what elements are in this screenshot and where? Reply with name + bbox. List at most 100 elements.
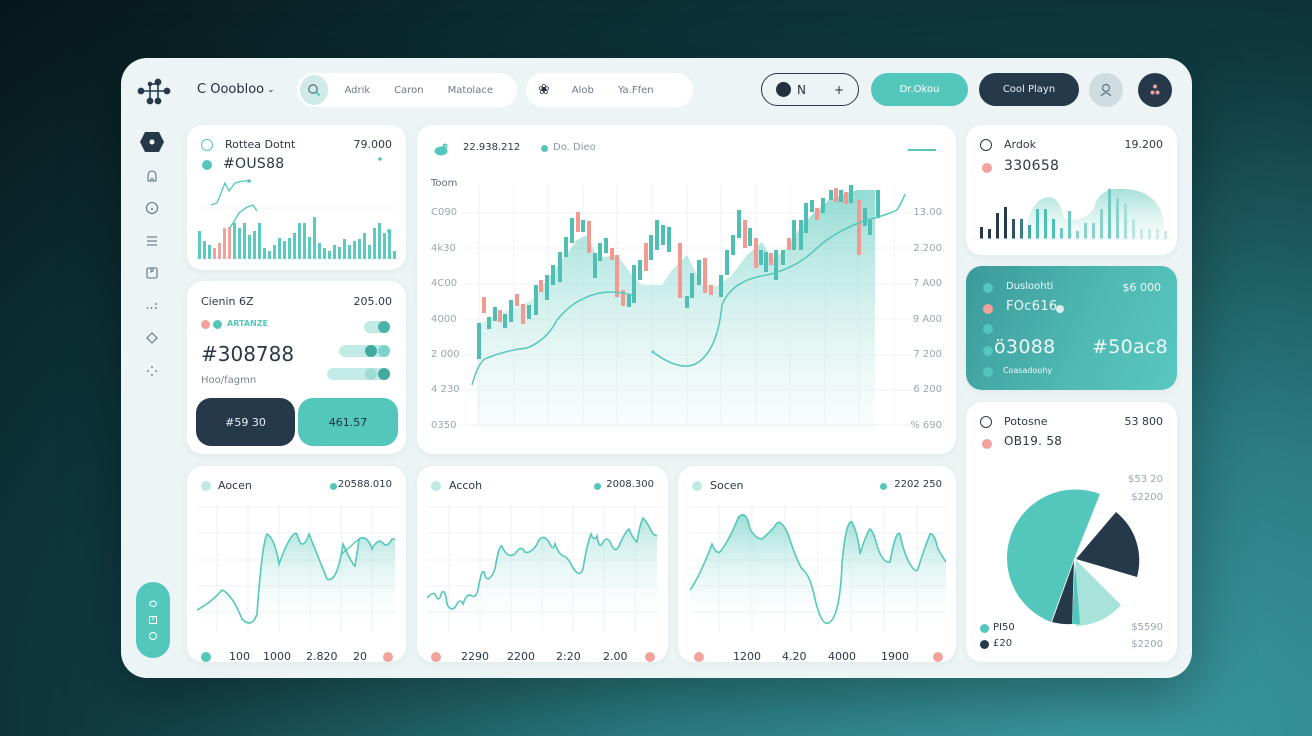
big-value-left: ö3088 [994, 336, 1056, 358]
sidebar-item-history[interactable] [139, 197, 165, 219]
coral-dot-icon [645, 652, 655, 662]
coral-dot-icon [983, 304, 993, 314]
new-item-button[interactable]: N + [761, 73, 859, 106]
slider-3-knob-b[interactable] [378, 368, 390, 380]
knot-icon[interactable]: ❀ [538, 82, 550, 98]
nav-item-alob[interactable]: Alob [571, 84, 594, 96]
x-tick: 2200 [507, 650, 535, 662]
bookmark-icon [146, 267, 158, 279]
card-ardok[interactable]: Ardok 19.200 330658 [966, 125, 1177, 255]
card-aocen[interactable]: Aocen 20588.010 100 1000 2.820 20 [187, 466, 406, 662]
app-logo-icon[interactable] [137, 76, 171, 106]
nav-item-yaffen[interactable]: Ya.Ffen [617, 84, 654, 96]
profile-avatar[interactable] [1089, 73, 1123, 107]
card-value: 19.200 [1124, 138, 1164, 151]
card-value: $6 000 [1122, 281, 1162, 294]
sidebar-item-list[interactable] [139, 230, 165, 252]
card-value: 2202 250 [894, 479, 942, 490]
notifications-button[interactable] [1138, 73, 1172, 107]
coral-dot-icon [431, 652, 441, 662]
y2-tick: 9 A00 [912, 314, 942, 325]
teal-dot-icon [983, 346, 993, 356]
area-chart [197, 504, 397, 632]
user-icon [1100, 83, 1112, 97]
card-accoh[interactable]: Accoh 2008.300 2290 2200 2:20 2.00 [417, 466, 668, 662]
target-icon [147, 365, 157, 376]
big-value-right: #50ac8 [1092, 336, 1169, 358]
y-tick: C090 [431, 207, 458, 218]
plus-icon: + [833, 82, 844, 97]
side-value: $2200 [1131, 639, 1163, 650]
card-socen[interactable]: Socen 2202 250 1200 4.20 4000 1900 [678, 466, 956, 662]
nav-item-caron[interactable]: Caron [394, 84, 424, 96]
nav-group-secondary: ❀ Alob Ya.Ffen [526, 73, 693, 107]
legend-dot-icon [201, 481, 211, 491]
x-tick: 2:20 [556, 650, 581, 662]
x-tick: 4000 [828, 650, 856, 662]
x-tick: 2.820 [306, 650, 338, 662]
card-value: 53 800 [1124, 415, 1164, 428]
card-title: Ardok [1004, 138, 1036, 151]
amount-button-teal[interactable]: 461.57 [298, 398, 398, 446]
slider-2-knob[interactable] [365, 345, 377, 357]
big-value: #308788 [201, 342, 295, 366]
card-cienin[interactable]: Cienin 6Z 205.00 ARTANZE #308788 Hoo/fag… [187, 281, 406, 454]
calendar-icon[interactable] [148, 615, 158, 625]
shape-icon[interactable] [148, 599, 158, 609]
x-tick: 1900 [881, 650, 909, 662]
collapse-handle[interactable] [908, 149, 936, 151]
coral-dot-icon [694, 652, 704, 662]
y-tick: 4 230 [431, 384, 460, 395]
teal-dot-icon [983, 324, 993, 334]
sidebar-item-tags[interactable] [139, 327, 165, 349]
legend-dot-icon [692, 481, 702, 491]
chevron-down-icon: ⌄ [267, 84, 275, 95]
card-title: Potosne [1004, 415, 1048, 428]
teal-dot-icon [201, 652, 211, 662]
coral-dot-icon [933, 652, 943, 662]
card-rottea-dotnt[interactable]: Rottea Dotnt 79.000 #OUS88 [187, 125, 406, 270]
legend-label: PI50 [993, 622, 1015, 633]
sidebar-item-home[interactable] [139, 130, 165, 154]
value-dot-icon [594, 483, 601, 490]
card-value: 20588.010 [337, 479, 392, 490]
slider-3-knob[interactable] [365, 368, 377, 380]
y2-tick: 2.200 [913, 243, 942, 254]
card-main-chart[interactable]: 22.938.212 Do. Dieo Toom C090 4k30 4C00 … [417, 125, 956, 454]
amount-button-dark[interactable]: #59 30 [196, 398, 295, 446]
slider-1-knob[interactable] [378, 321, 390, 333]
workspace-switcher[interactable]: C Ooobloo ⌄ [197, 82, 275, 97]
status-dot-icon [1056, 305, 1064, 313]
y-tick: 2 000 [431, 349, 460, 360]
card-potosne[interactable]: Potosne 53 800 OB19. 58 $53 20 $2200 PI5… [966, 402, 1177, 662]
dashboard-window: C Ooobloo ⌄ Adrik Caron Matolace ❀ Alob … [121, 58, 1192, 678]
search-button[interactable] [300, 75, 329, 105]
slider-2-knob-b[interactable] [378, 345, 390, 357]
card-title: Socen [710, 479, 744, 492]
slider-2[interactable] [339, 345, 390, 357]
side-value: $53 20 [1128, 474, 1163, 485]
y-tick: 4000 [431, 314, 457, 325]
sidebar-item-saved[interactable] [139, 262, 165, 284]
search-icon [308, 84, 321, 97]
sidebar-item-focus[interactable] [139, 360, 165, 382]
secondary-action-button[interactable]: Cool Playn [979, 73, 1079, 106]
card-title: Dusloohti [1006, 281, 1054, 292]
circle-icon[interactable] [148, 631, 158, 641]
caption: Hoo/fagmn [201, 375, 257, 386]
sidebar-item-alerts[interactable] [139, 165, 165, 187]
primary-action-button[interactable]: Dr.Okou [871, 73, 968, 106]
card-title: Cienin 6Z [201, 295, 254, 308]
teal-dot-icon [213, 320, 222, 329]
pie-chart [1006, 489, 1140, 626]
value-dot-icon [880, 483, 887, 490]
nav-item-matolace[interactable]: Matolace [447, 84, 493, 96]
header-value: 22.938.212 [463, 142, 521, 153]
x-tick: 100 [229, 650, 250, 662]
card-dusloohti[interactable]: Dusloohti $6 000 FOc616 ö3088 #50ac8 Coa… [966, 266, 1177, 390]
sidebar-item-more[interactable] [139, 295, 165, 317]
legend-dot-icon [202, 160, 212, 170]
nav-item-adrik[interactable]: Adrik [344, 84, 371, 96]
bar-line-chart [198, 157, 396, 259]
legend-ring-icon [980, 139, 992, 151]
